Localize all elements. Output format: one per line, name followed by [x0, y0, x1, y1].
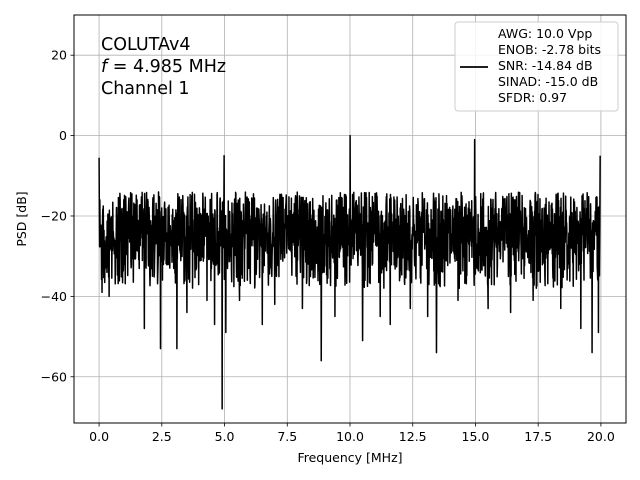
annotation-frequency-value: = 4.985 MHz [107, 57, 226, 77]
annotation-frequency-var: f [101, 57, 110, 77]
x-tick-label: 20.0 [587, 429, 615, 444]
y-tick-label: 20 [51, 48, 67, 63]
x-tick-label: 7.5 [277, 429, 297, 444]
legend-frame [454, 21, 619, 112]
x-tick-label: 10.0 [336, 429, 364, 444]
annotation-channel: Channel 1 [101, 79, 190, 99]
y-tick-label: −40 [41, 289, 67, 304]
y-axis-ticks: −60 −40 −20 0 20 [41, 48, 74, 384]
legend-awg: AWG: 10.0 Vpp [498, 26, 592, 41]
annotation-box: COLUTAv4 f = 4.985 MHz Channel 1 [101, 35, 226, 99]
x-tick-label: 2.5 [152, 429, 172, 444]
legend-sfdr: SFDR: 0.97 [498, 90, 567, 105]
x-tick-label: 5.0 [215, 429, 235, 444]
x-tick-label: 15.0 [462, 429, 490, 444]
psd-series-group [98, 134, 601, 410]
y-tick-label: −60 [41, 369, 67, 384]
x-axis-label: Frequency [MHz] [297, 450, 402, 465]
x-axis-ticks: 0.0 2.5 5.0 7.5 10.0 12.5 15.0 17.5 20.0 [89, 423, 615, 444]
legend-enob: ENOB: -2.78 bits [498, 42, 601, 57]
x-tick-label: 0.0 [89, 429, 109, 444]
legend-sinad: SINAD: -15.0 dB [498, 74, 598, 89]
y-axis-label: PSD [dB] [14, 191, 29, 246]
x-tick-label: 17.5 [524, 429, 552, 444]
x-tick-label: 12.5 [399, 429, 427, 444]
y-tick-label: 0 [59, 128, 67, 143]
annotation-frequency: f = 4.985 MHz [101, 57, 226, 77]
legend-snr: SNR: -14.84 dB [498, 58, 593, 73]
legend: AWG: 10.0 Vpp ENOB: -2.78 bits SNR: -14.… [454, 21, 619, 112]
y-tick-label: −20 [41, 208, 67, 223]
psd-line [98, 134, 601, 410]
annotation-device: COLUTAv4 [101, 35, 190, 55]
